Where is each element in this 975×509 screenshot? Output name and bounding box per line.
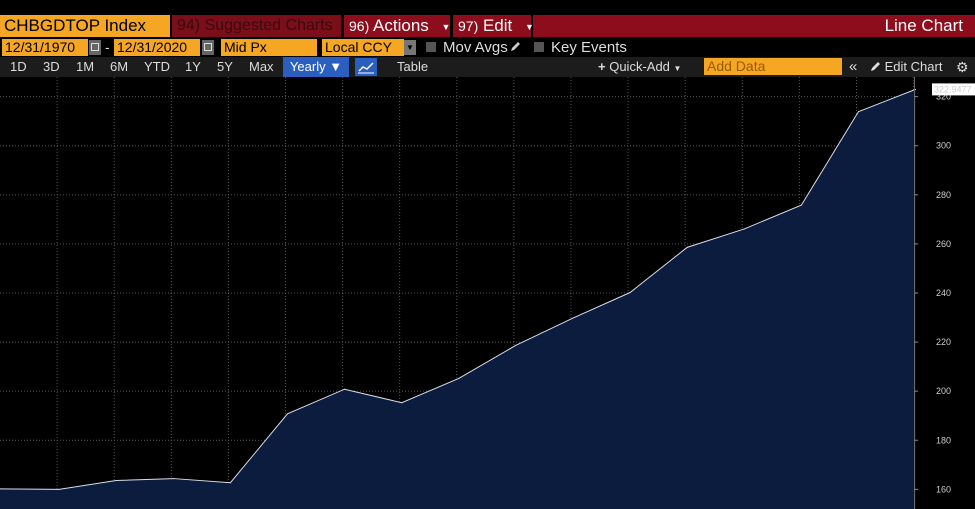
actions-button[interactable]: 96) Actions ▼ [344,15,450,37]
data-point [915,88,917,90]
data-point [401,402,403,404]
timeframe-1y[interactable]: 1Y [185,59,201,74]
data-point [58,488,60,490]
data-point [743,228,745,230]
y-axis: 160 180 200 220 240 260 280 300 320 [914,92,951,494]
y-tick-label: 280 [936,190,951,200]
timeframe-3d[interactable]: 3D [43,59,60,74]
date-separator: - [105,39,110,55]
edit-chart-label: Edit Chart [884,59,943,74]
period-select[interactable]: Yearly ▼ [283,57,349,77]
edit-button[interactable]: 97) Edit ▼ [453,15,534,37]
data-point [458,377,460,379]
timeframe-ytd[interactable]: YTD [144,59,170,74]
y-tick-label: 160 [936,484,951,494]
add-data-input[interactable]: Add Data [704,58,842,75]
chart-type-label: Line Chart [884,16,963,35]
header-bar [533,15,975,37]
timeframe-6m[interactable]: 6M [110,59,129,74]
mov-avgs-label: Mov Avgs [443,39,508,56]
pencil-icon[interactable] [509,41,521,53]
edit-number: 97) [458,18,479,34]
end-date-input[interactable]: 12/31/2020 [114,39,200,56]
dropdown-arrow-icon[interactable]: ▼ [404,40,416,55]
calendar-icon[interactable] [202,40,214,55]
mov-avgs-checkbox[interactable] [426,42,436,52]
data-point [629,292,631,294]
currency-select[interactable]: Local CCY [322,39,404,56]
y-tick-label: 320 [936,92,951,102]
price-field-select[interactable]: Mid Px [221,39,317,56]
edit-label: Edit [482,16,513,35]
line-chart: 160 180 200 220 240 260 280 300 320 322.9477 [0,77,975,509]
y-tick-label: 200 [936,386,951,396]
data-point [172,478,174,480]
dropdown-arrow-icon: ▼ [525,21,534,32]
data-point [515,344,517,346]
double-chevron-left-icon[interactable]: « [849,58,858,75]
suggested-charts-button[interactable]: 94) Suggested Charts [172,15,341,37]
dropdown-arrow-icon: ▼ [441,21,451,32]
timeframe-max[interactable]: Max [249,59,274,74]
actions-label: Actions [373,16,429,35]
actions-number: 96) [349,18,370,34]
timeframe-5y[interactable]: 5Y [217,59,233,74]
data-point [344,388,346,390]
calendar-icon[interactable] [89,40,101,55]
data-point [0,488,1,490]
data-point [287,413,288,415]
edit-chart-button[interactable]: Edit Chart [870,57,942,77]
dropdown-arrow-icon: ▼ [673,64,682,73]
period-label: Yearly [289,59,326,74]
y-tick-label: 300 [936,141,951,151]
last-value-box [932,83,975,96]
quick-add-label: Quick-Add [609,59,670,74]
data-point [686,246,688,248]
pencil-icon [871,62,880,71]
y-tick-label: 180 [936,435,951,445]
data-point [229,482,231,484]
y-tick-label: 260 [936,239,951,249]
title-bar: CHBGDTOP Index 94) Suggested Charts 96) … [0,0,975,38]
timeframe-1m[interactable]: 1M [76,59,95,74]
plus-icon: + [598,59,606,74]
data-point [858,111,859,113]
line-chart-icon[interactable] [355,58,377,76]
data-point [800,204,802,206]
dropdown-arrow-icon: ▼ [329,59,343,74]
last-value-label: 322.9477 [934,84,972,94]
key-events-label: Key Events [551,39,627,56]
key-events-checkbox[interactable] [534,42,544,52]
data-point [572,317,574,319]
data-point [115,480,117,482]
date-range-bar: 12/31/1970 - 12/31/2020 Mid Px Local CCY… [0,38,975,57]
last-value-marker: 322.9477 [932,83,975,96]
start-date-input[interactable]: 12/31/1970 [2,39,88,56]
y-tick-label: 220 [936,337,951,347]
chart-area-fill [0,89,916,509]
ticker-field[interactable]: CHBGDTOP Index [0,15,170,37]
toolbar: 1D 3D 1M 6M YTD 1Y 5Y Max Yearly ▼ Table… [0,57,975,77]
y-tick-label: 240 [936,288,951,298]
timeframe-1d[interactable]: 1D [10,59,27,74]
gear-icon[interactable]: ⚙ [956,59,969,75]
quick-add-button[interactable]: + Quick-Add ▼ [598,57,681,77]
table-button[interactable]: Table [397,59,429,74]
